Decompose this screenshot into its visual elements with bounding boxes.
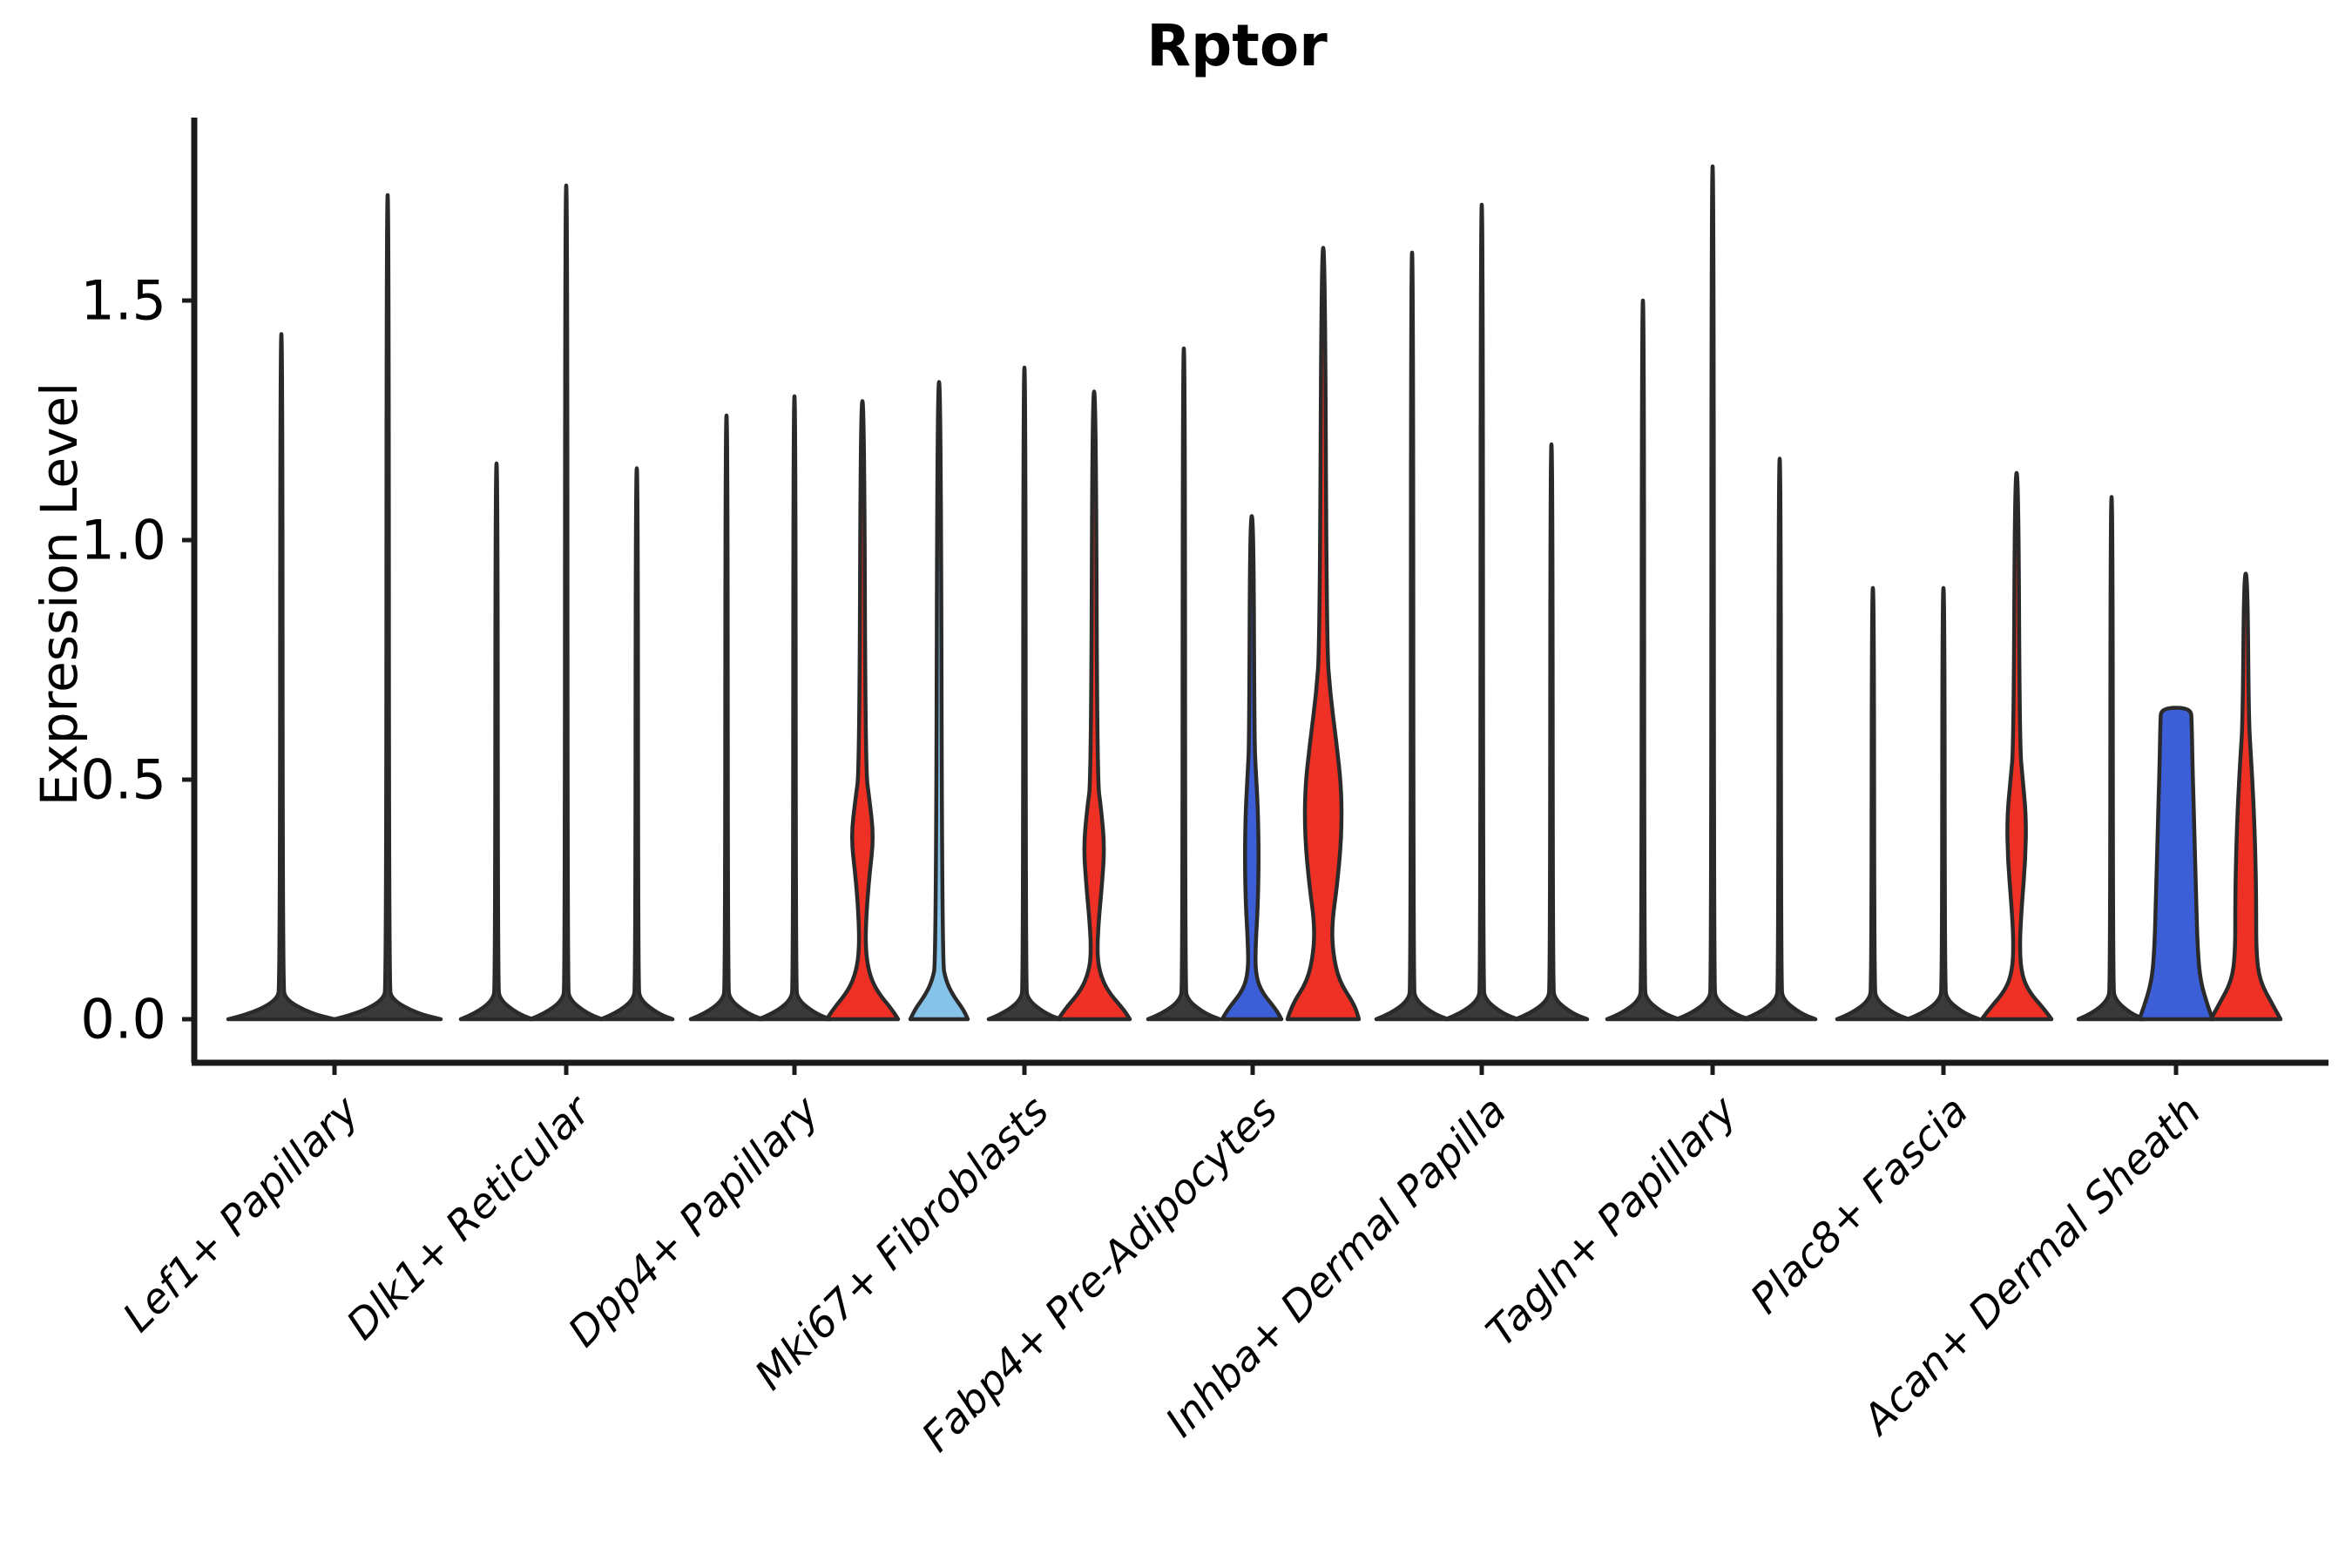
violin-6-2 (1443, 202, 1520, 1022)
violin-2-2 (528, 183, 605, 1022)
violin-4-1 (908, 380, 970, 1022)
violin-4-3 (1056, 389, 1132, 1022)
violin-1-1 (226, 332, 337, 1022)
violin-3-3 (824, 399, 901, 1022)
y-tick-label: 0.0 (80, 987, 166, 1051)
violin-5-3 (1285, 246, 1362, 1022)
violin-7-1 (1605, 298, 1681, 1022)
violin-8-2 (1905, 585, 1982, 1022)
y-tick-label: 0.5 (80, 747, 166, 812)
violin-2-1 (458, 461, 535, 1022)
violin-7-2 (1674, 164, 1751, 1022)
violin-3-1 (688, 413, 765, 1022)
violin-4-2 (986, 365, 1063, 1022)
chart-title: Rptor (1146, 12, 1328, 79)
violin-9-1 (2076, 495, 2147, 1022)
y-tick-label: 1.0 (80, 508, 166, 572)
violin-9-2 (2137, 706, 2215, 1022)
violin-7-3 (1741, 456, 1818, 1022)
violin-5-1 (1146, 346, 1222, 1022)
violin-9-3 (2208, 571, 2283, 1022)
y-tick-label: 1.5 (80, 268, 166, 333)
violin-8-1 (1835, 585, 1911, 1022)
violin-2-3 (598, 466, 675, 1022)
violin-6-1 (1374, 250, 1450, 1022)
violin-1-2 (332, 193, 443, 1022)
violin-6-3 (1513, 442, 1590, 1022)
violin-5-2 (1220, 514, 1284, 1022)
violin-8-3 (1979, 470, 2054, 1022)
violin-3-2 (756, 394, 833, 1022)
